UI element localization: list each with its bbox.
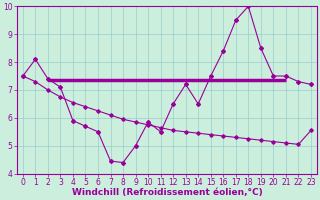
X-axis label: Windchill (Refroidissement éolien,°C): Windchill (Refroidissement éolien,°C) [72,188,262,197]
